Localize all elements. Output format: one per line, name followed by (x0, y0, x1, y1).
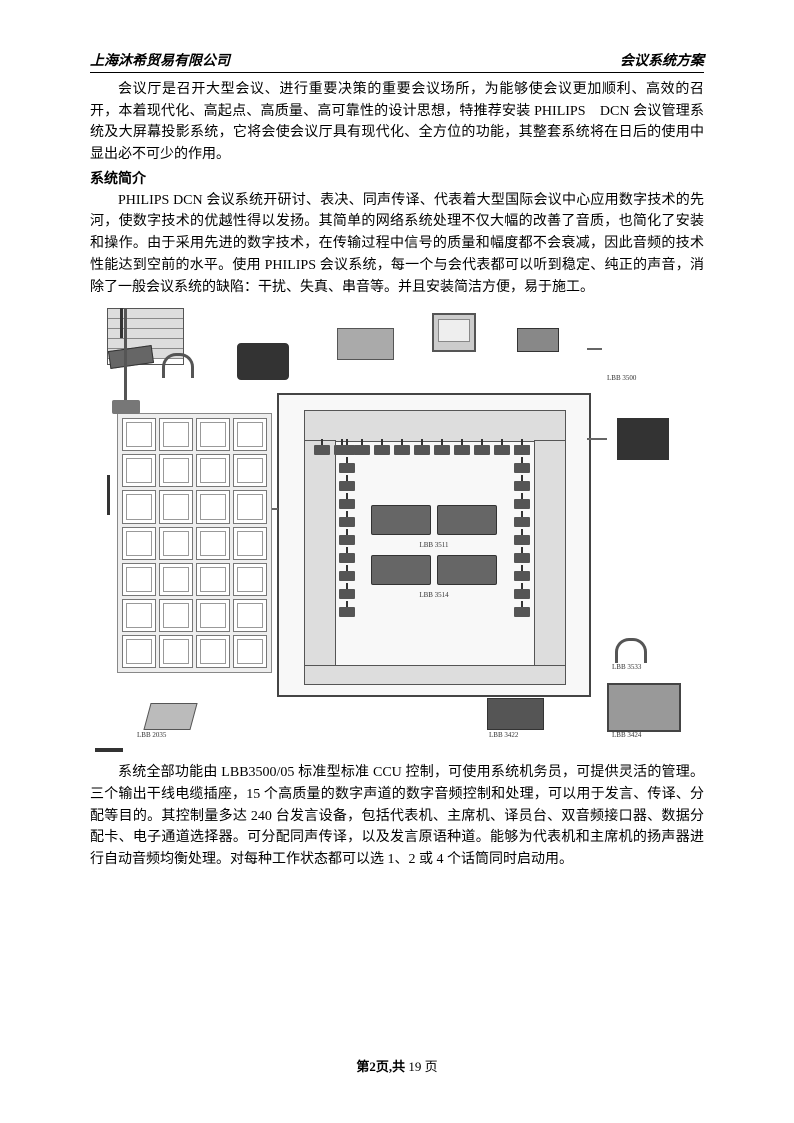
floor-speaker (487, 698, 544, 730)
paragraph-system-intro: PHILIPS DCN 会议系统开研讨、表决、同声传译、代表着大型国际会议中心应… (90, 190, 704, 298)
device-label: LBB 3422 (489, 731, 518, 739)
seat (159, 490, 193, 523)
section-title: 系统简介 (90, 168, 704, 188)
headset-icon (162, 353, 194, 378)
speaker-device (237, 343, 289, 380)
ccu-label: LBB 3511 (364, 541, 504, 549)
seat (233, 527, 267, 560)
seat (196, 563, 230, 596)
ccu-device (371, 555, 431, 585)
footer-page-total: 19 (408, 1059, 421, 1074)
projector-device (337, 328, 394, 360)
center-control-units: LBB 3511 LBB 3514 (364, 505, 504, 585)
footer-mid: 页,共 (376, 1059, 405, 1074)
header-doc-title: 会议系统方案 (620, 50, 704, 70)
seat (122, 527, 156, 560)
seat (233, 599, 267, 632)
table-bottom (304, 665, 566, 685)
seat (159, 563, 193, 596)
monitor-device (432, 313, 476, 352)
ccu-device (437, 505, 497, 535)
audience-seating (117, 413, 272, 673)
delegate-mics-right (514, 445, 530, 617)
seat (159, 599, 193, 632)
rack-label: LBB 3500 (607, 374, 636, 382)
seat (233, 454, 267, 487)
page-header: 上海沐希贸易有限公司 会议系统方案 (90, 50, 704, 72)
seat (196, 635, 230, 668)
footer-prefix: 第 (356, 1059, 369, 1074)
header-company: 上海沐希贸易有限公司 (90, 50, 230, 70)
paragraph-intro: 会议厅是召开大型会议、进行重要决策的重要会议场所，为能够使会议更加顺利、高效的召… (90, 79, 704, 166)
seat (159, 527, 193, 560)
seat (233, 418, 267, 451)
infrared-device (517, 328, 559, 352)
cable (587, 438, 607, 440)
cable (587, 348, 602, 350)
cable (272, 508, 278, 510)
remote-device (143, 703, 197, 730)
amplifier-rack (617, 418, 669, 460)
headset-icon (615, 638, 647, 663)
seat (159, 418, 193, 451)
mic-stand (107, 475, 110, 515)
seat (196, 527, 230, 560)
seat (196, 454, 230, 487)
seat (122, 563, 156, 596)
seat (122, 454, 156, 487)
seat (159, 454, 193, 487)
delegate-mics-left (339, 445, 355, 617)
seat (233, 563, 267, 596)
table-right (534, 440, 566, 667)
ccu-device (437, 555, 497, 585)
seat (122, 635, 156, 668)
device-label: LBB 3533 (612, 663, 641, 671)
seat (122, 418, 156, 451)
main-amplifier (607, 683, 681, 732)
table-top (304, 410, 566, 442)
seat (233, 635, 267, 668)
seat (196, 599, 230, 632)
device-label: LBB 3424 (612, 731, 641, 739)
seat (196, 490, 230, 523)
device-label: LBB 2035 (137, 731, 166, 739)
seat (233, 490, 267, 523)
page-footer: 第2页,共 19 页 (0, 1056, 794, 1075)
ccu-label: LBB 3514 (364, 591, 504, 599)
paragraph-ccu-description: 系统全部功能由 LBB3500/05 标准型标准 CCU 控制，可使用系统机务员… (90, 762, 704, 870)
system-diagram: LBB 3500 LBB 3511 L (107, 308, 687, 748)
conference-room: LBB 3511 LBB 3514 (277, 393, 591, 697)
ccu-device (371, 505, 431, 535)
header-rule (90, 72, 704, 73)
table-left (304, 440, 336, 667)
footer-suffix: 页 (425, 1059, 438, 1074)
seat (159, 635, 193, 668)
seat (196, 418, 230, 451)
seat (122, 490, 156, 523)
seat (122, 599, 156, 632)
